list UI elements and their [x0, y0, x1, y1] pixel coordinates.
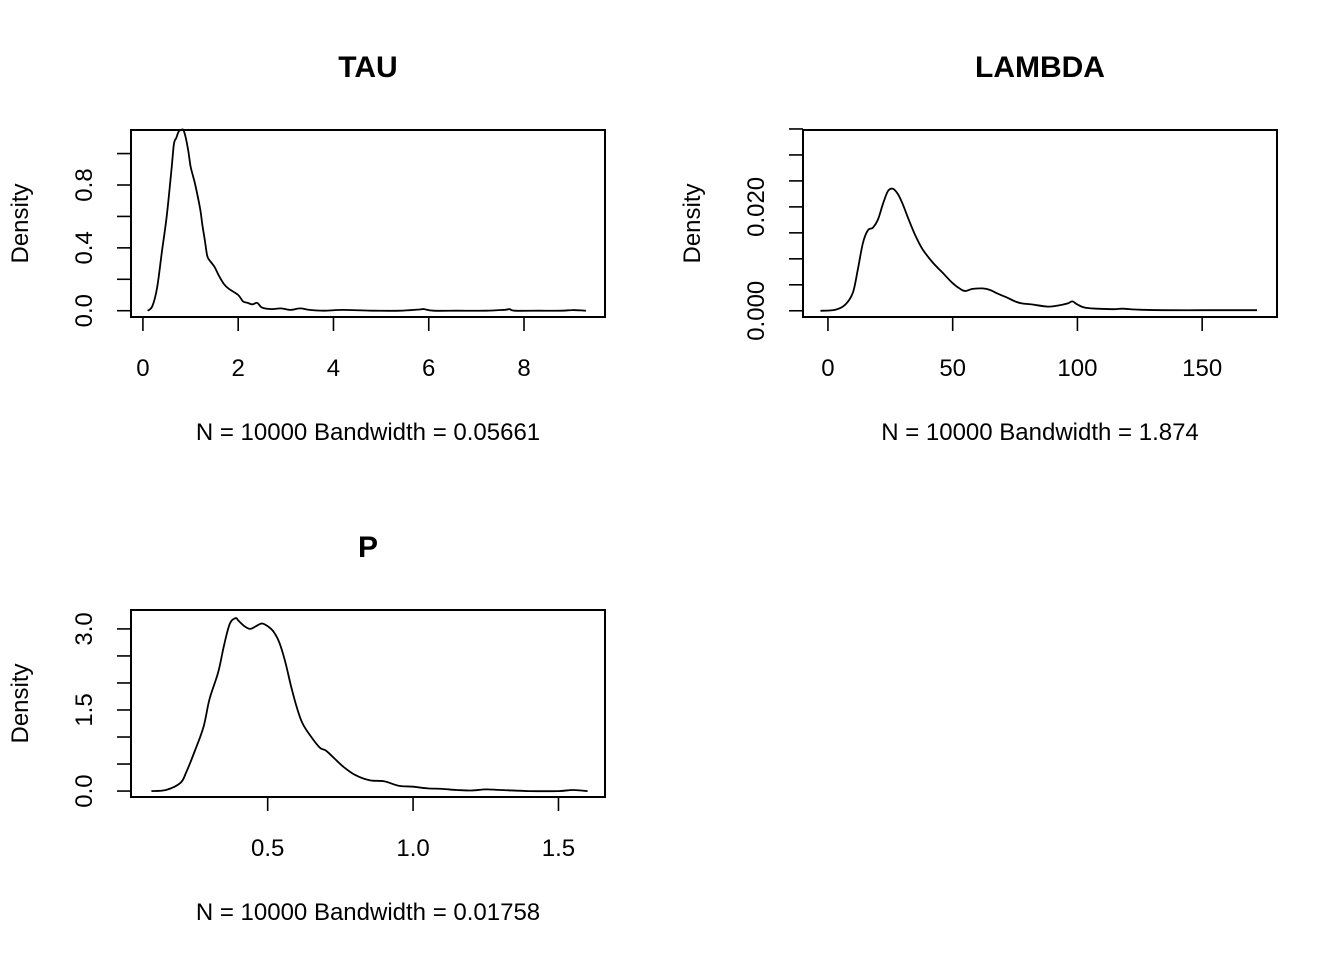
x-axis-label: N = 10000 Bandwidth = 1.874 [881, 419, 1199, 446]
y-tick-label: 0.020 [743, 177, 770, 237]
y-tick-label: 0.000 [743, 281, 770, 341]
density-curve [147, 128, 586, 312]
x-axis-label: N = 10000 Bandwidth = 0.05661 [196, 419, 540, 446]
x-tick-label: 2 [232, 355, 245, 382]
y-tick-label: 0.8 [71, 168, 98, 201]
chart-title: TAU [338, 51, 397, 84]
x-tick-label: 4 [327, 355, 340, 382]
x-tick-label: 0 [136, 355, 149, 382]
y-axis-label: Density [679, 183, 706, 263]
x-tick-label: 0 [821, 355, 834, 382]
y-axis-label: Density [7, 183, 34, 263]
y-tick-label: 0.0 [71, 774, 98, 807]
y-axis-label: Density [7, 663, 34, 743]
density-panel-tau: TAU 0 2 4 6 8 0.0 0.4 0.8 Density N = 10000 Bandwi… [7, 51, 606, 446]
x-tick-label: 1.5 [542, 835, 575, 862]
plot-frame [130, 609, 606, 798]
density-curve [820, 187, 1257, 312]
y-tick-label: 3.0 [71, 612, 98, 645]
plot-frame [802, 129, 1278, 318]
x-tick-label: 8 [517, 355, 530, 382]
density-curve [151, 617, 588, 793]
x-tick-label: 1.0 [396, 835, 429, 862]
y-tick-label: 0.0 [71, 294, 98, 327]
y-tick-label: 1.5 [71, 693, 98, 726]
x-tick-label: 150 [1182, 355, 1222, 382]
x-tick-label: 0.5 [251, 835, 284, 862]
density-panel-lambda: LAMBDA 0 50 100 150 0.000 0.020 Density N = 1000… [679, 51, 1278, 446]
x-tick-label: 6 [422, 355, 435, 382]
chart-title: LAMBDA [975, 51, 1105, 84]
chart-title: P [358, 531, 378, 564]
x-axis-label: N = 10000 Bandwidth = 0.01758 [196, 899, 540, 926]
x-tick-label: 50 [939, 355, 966, 382]
x-tick-label: 100 [1057, 355, 1097, 382]
y-tick-label: 0.4 [71, 231, 98, 264]
density-panel-p: P 0.5 1.0 1.5 0.0 1.5 3.0 Density N = 10000 Band… [7, 531, 606, 926]
